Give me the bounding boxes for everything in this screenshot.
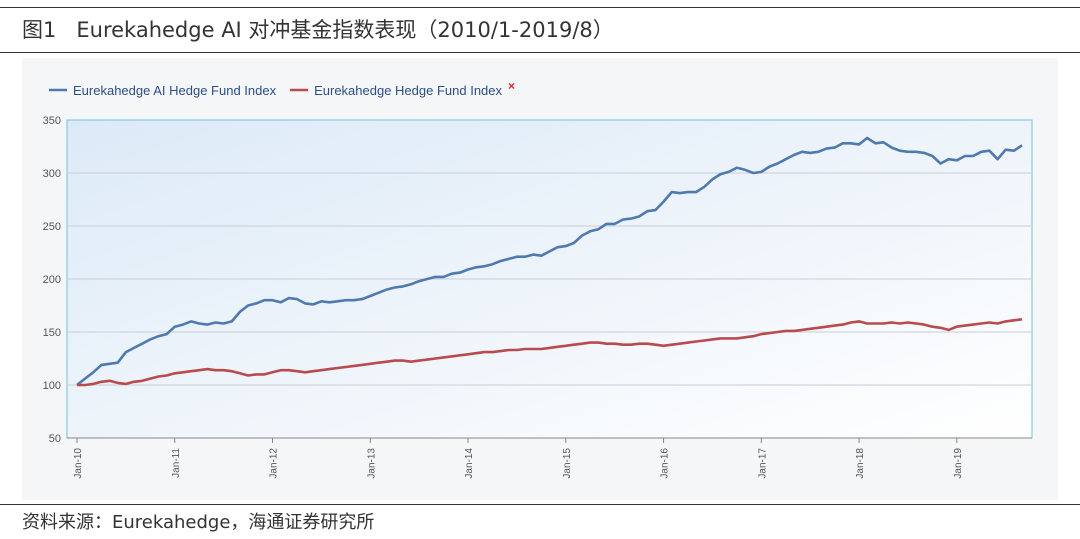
legend-label-1: Eurekahedge AI Hedge Fund Index bbox=[73, 83, 277, 98]
chart-panel: 50 100 150 200 250 300 350 Jan-10 Jan-11 Jan-12 J… bbox=[22, 58, 1058, 500]
y-tick-label: 50 bbox=[49, 433, 61, 445]
x-tick-label: Jan-18 bbox=[855, 448, 866, 479]
x-tick-label: Jan-13 bbox=[366, 448, 377, 479]
legend-close-mark: × bbox=[508, 79, 515, 93]
y-tick-label: 150 bbox=[43, 327, 61, 339]
series-line-1 bbox=[76, 136, 1023, 387]
x-tick-label: Jan-14 bbox=[464, 448, 475, 479]
x-tick-label: Jan-17 bbox=[757, 448, 768, 479]
y-tick-label: 200 bbox=[43, 274, 61, 286]
y-tick-label: 300 bbox=[43, 168, 61, 180]
title-rule bbox=[0, 52, 1080, 53]
legend-label-2: Eurekahedge Hedge Fund Index bbox=[314, 83, 502, 98]
figure-number: 图1 bbox=[22, 18, 57, 42]
x-tick-label: Jan-19 bbox=[953, 448, 964, 479]
source-note: 资料来源：Eurekahedge，海通证券研究所 bbox=[22, 512, 375, 533]
x-tick-label: Jan-10 bbox=[73, 448, 84, 479]
y-tick-label: 350 bbox=[43, 115, 61, 127]
x-tick-label: Jan-16 bbox=[660, 448, 671, 479]
top-rule bbox=[0, 7, 1080, 8]
x-tick-label: Jan-12 bbox=[269, 448, 280, 479]
figure-title: 图1 Eurekahedge AI 对冲基金指数表现（2010/1-2019/8） bbox=[22, 15, 614, 45]
x-tick-label: Jan-11 bbox=[171, 448, 182, 478]
series-line-2 bbox=[77, 318, 1023, 387]
bottom-rule bbox=[0, 504, 1080, 505]
line-chart: 50 100 150 200 250 300 350 Jan-10 Jan-11 Jan-12 J… bbox=[43, 79, 1033, 479]
figure-title-text: Eurekahedge AI 对冲基金指数表现（2010/1-2019/8） bbox=[76, 18, 614, 42]
y-tick-label: 250 bbox=[43, 221, 61, 233]
x-tick-label: Jan-15 bbox=[562, 448, 573, 479]
figure-header: 图1 Eurekahedge AI 对冲基金指数表现（2010/1-2019/8） bbox=[0, 0, 1080, 53]
y-tick-label: 100 bbox=[43, 380, 61, 392]
